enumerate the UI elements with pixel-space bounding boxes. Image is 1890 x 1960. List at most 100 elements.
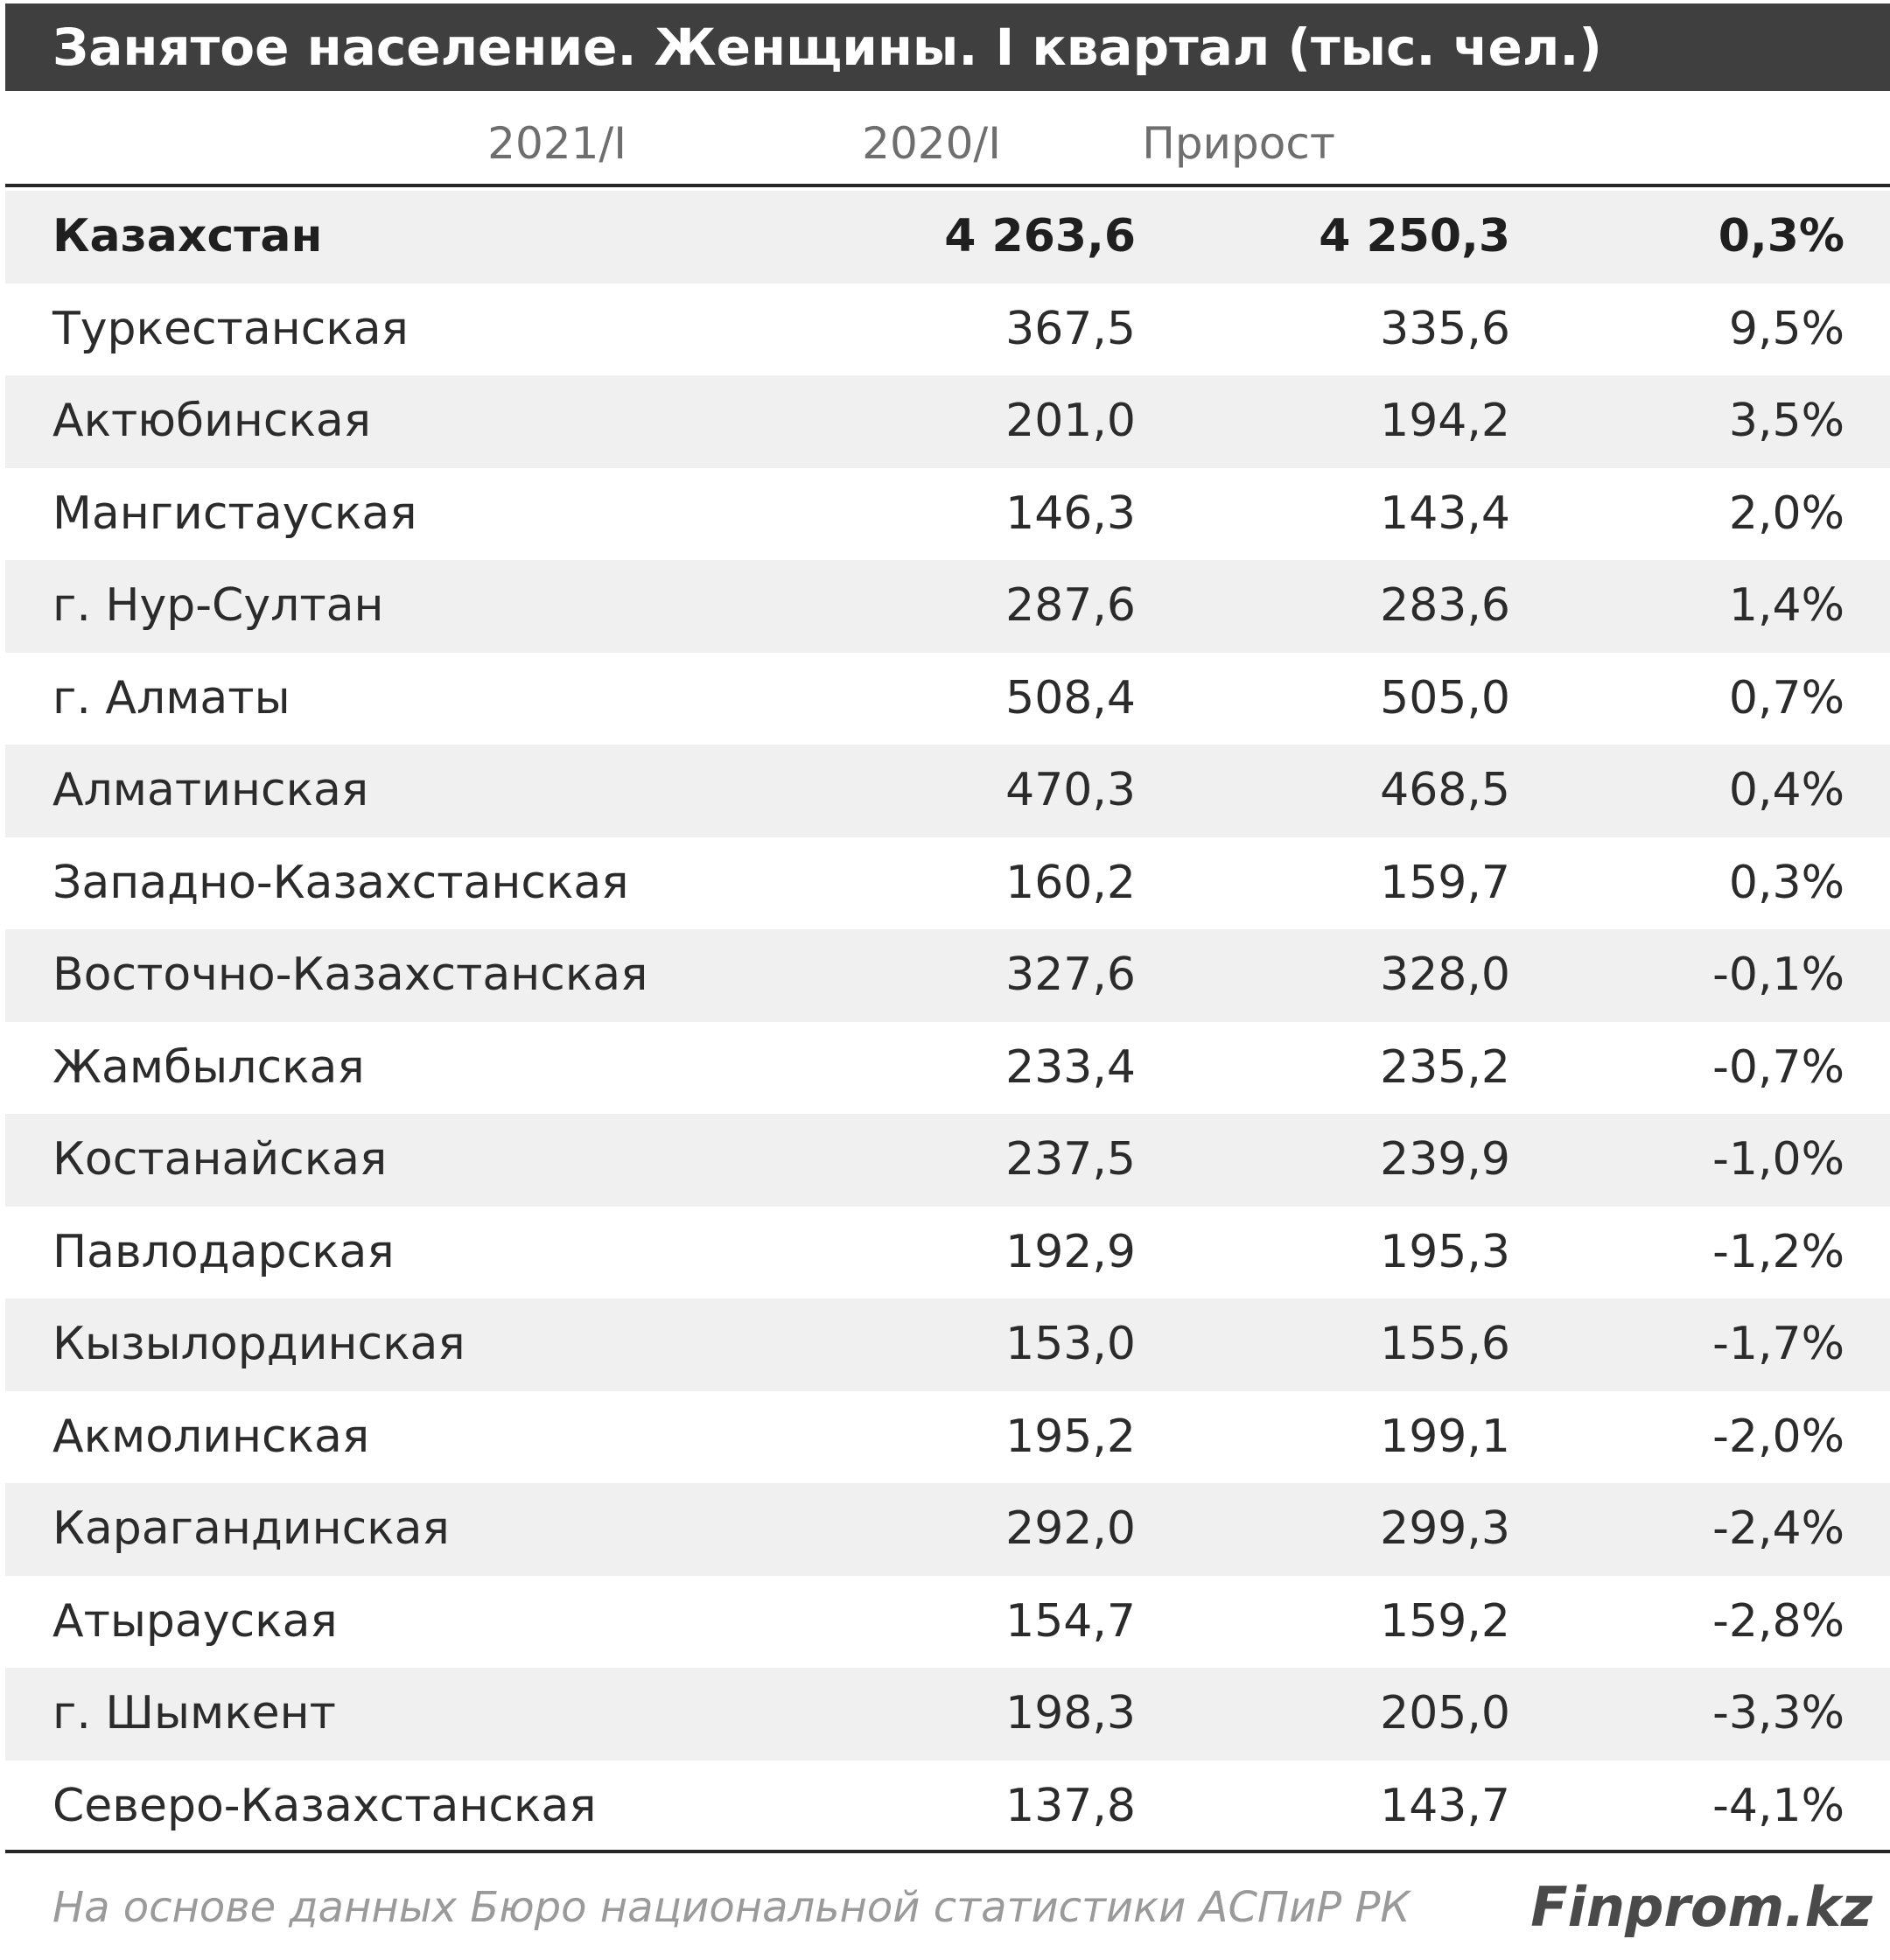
table-row: Актюбинская 201,0 194,2 3,5%	[5, 375, 1890, 468]
value-2020-cell: 143,7	[1380, 1779, 1510, 1832]
growth-cell: -2,4%	[1712, 1502, 1844, 1555]
region-name-cell: Карагандинская	[52, 1502, 450, 1555]
value-2020-cell: 335,6	[1380, 302, 1510, 355]
table-row: Туркестанская 367,5 335,6 9,5%	[5, 284, 1890, 376]
table-row: Алматинская 470,3 468,5 0,4%	[5, 745, 1890, 837]
table-row: Кызылординская 153,0 155,6 -1,7%	[5, 1298, 1890, 1391]
growth-cell: 1,4%	[1728, 579, 1844, 632]
footer-divider	[5, 1850, 1890, 1853]
table-row: Западно-Казахстанская 160,2 159,7 0,3%	[5, 837, 1890, 930]
column-header-2021: 2021/I	[487, 118, 626, 169]
table-row: Жамбылская 233,4 235,2 -0,7%	[5, 1022, 1890, 1115]
region-name-cell: Казахстан	[52, 210, 323, 262]
value-2021-cell: 233,4	[1005, 1040, 1136, 1094]
table-row: г. Алматы 508,4 505,0 0,7%	[5, 653, 1890, 746]
value-2020-cell: 143,4	[1380, 486, 1510, 540]
region-name-cell: Атырауская	[52, 1594, 338, 1648]
region-name-cell: Восточно-Казахстанская	[52, 948, 648, 1001]
value-2021-cell: 327,6	[1005, 948, 1136, 1001]
table-row: Восточно-Казахстанская 327,6 328,0 -0,1%	[5, 929, 1890, 1022]
value-2021-cell: 201,0	[1005, 395, 1136, 447]
value-2020-cell: 283,6	[1380, 579, 1510, 632]
region-name-cell: Павлодарская	[52, 1225, 395, 1278]
value-2021-cell: 153,0	[1005, 1318, 1136, 1370]
table-row: г. Нур-Султан 287,6 283,6 1,4%	[5, 560, 1890, 653]
value-2020-cell: 194,2	[1380, 395, 1510, 447]
growth-cell: -3,3%	[1712, 1687, 1844, 1740]
value-2020-cell: 159,7	[1380, 856, 1510, 909]
growth-cell: 9,5%	[1728, 302, 1844, 355]
growth-cell: 3,5%	[1728, 395, 1844, 447]
column-header-2020: 2020/I	[862, 118, 1001, 169]
source-note: На основе данных Бюро национальной стати…	[52, 1883, 1410, 1932]
value-2021-cell: 287,6	[1005, 579, 1136, 632]
table-row: Атырауская 154,7 159,2 -2,8%	[5, 1576, 1890, 1669]
value-2021-cell: 237,5	[1005, 1133, 1136, 1186]
value-2021-cell: 367,5	[1005, 302, 1136, 355]
growth-cell: -0,7%	[1712, 1040, 1844, 1094]
brand-logo: Finprom.kz	[1530, 1875, 1872, 1939]
value-2021-cell: 292,0	[1005, 1502, 1136, 1555]
growth-cell: -2,8%	[1712, 1594, 1844, 1648]
table-row: Костанайская 237,5 239,9 -1,0%	[5, 1114, 1890, 1207]
value-2021-cell: 508,4	[1005, 671, 1136, 724]
table-frame: Занятое население. Женщины. I квартал (т…	[5, 4, 1890, 1960]
table-row-total: Казахстан 4 263,6 4 250,3 0,3%	[5, 191, 1890, 284]
region-name-cell: Западно-Казахстанская	[52, 856, 629, 909]
value-2020-cell: 155,6	[1380, 1318, 1510, 1370]
table-row: Северо-Казахстанская 137,8 143,7 -4,1%	[5, 1760, 1890, 1853]
region-name-cell: Туркестанская	[52, 302, 409, 355]
region-name-cell: Акмолинская	[52, 1410, 370, 1463]
table-row: Мангистауская 146,3 143,4 2,0%	[5, 468, 1890, 561]
growth-cell: -1,7%	[1712, 1318, 1844, 1370]
value-2021-cell: 198,3	[1005, 1687, 1136, 1740]
value-2021-cell: 160,2	[1005, 856, 1136, 909]
growth-cell: -0,1%	[1712, 948, 1844, 1001]
region-name-cell: Актюбинская	[52, 395, 372, 447]
value-2020-cell: 195,3	[1380, 1225, 1510, 1278]
value-2020-cell: 4 250,3	[1319, 210, 1510, 262]
region-name-cell: Северо-Казахстанская	[52, 1779, 597, 1832]
value-2020-cell: 505,0	[1380, 671, 1510, 724]
region-name-cell: г. Алматы	[52, 671, 290, 724]
value-2021-cell: 195,2	[1005, 1410, 1136, 1463]
value-2021-cell: 146,3	[1005, 486, 1136, 540]
table-row: Карагандинская 292,0 299,3 -2,4%	[5, 1483, 1890, 1576]
growth-cell: 0,4%	[1728, 764, 1844, 816]
region-name-cell: Кызылординская	[52, 1318, 466, 1370]
region-name-cell: Жамбылская	[52, 1040, 365, 1094]
region-name-cell: г. Нур-Султан	[52, 579, 384, 632]
growth-cell: 2,0%	[1728, 486, 1844, 540]
growth-cell: 0,7%	[1728, 671, 1844, 724]
column-header-growth: Прирост	[1142, 118, 1335, 169]
value-2020-cell: 199,1	[1380, 1410, 1510, 1463]
value-2021-cell: 192,9	[1005, 1225, 1136, 1278]
growth-cell: -1,0%	[1712, 1133, 1844, 1186]
growth-cell: 0,3%	[1728, 856, 1844, 909]
table-body: Казахстан 4 263,6 4 250,3 0,3% Туркестанская…	[5, 191, 1890, 1852]
table-row: г. Шымкент 198,3 205,0 -3,3%	[5, 1668, 1890, 1760]
value-2020-cell: 239,9	[1380, 1133, 1510, 1186]
growth-cell: -1,2%	[1712, 1225, 1844, 1278]
table-row: Павлодарская 192,9 195,3 -1,2%	[5, 1207, 1890, 1299]
value-2020-cell: 159,2	[1380, 1594, 1510, 1648]
region-name-cell: Алматинская	[52, 764, 369, 816]
column-header-row: 2021/I 2020/I Прирост	[5, 91, 1890, 187]
table-row: Акмолинская 195,2 199,1 -2,0%	[5, 1391, 1890, 1484]
region-name-cell: Мангистауская	[52, 486, 417, 540]
value-2020-cell: 235,2	[1380, 1040, 1510, 1094]
value-2021-cell: 470,3	[1005, 764, 1136, 816]
value-2020-cell: 328,0	[1380, 948, 1510, 1001]
value-2021-cell: 154,7	[1005, 1594, 1136, 1648]
value-2021-cell: 137,8	[1005, 1779, 1136, 1832]
region-name-cell: г. Шымкент	[52, 1687, 336, 1740]
value-2020-cell: 299,3	[1380, 1502, 1510, 1555]
growth-cell: 0,3%	[1718, 210, 1844, 262]
growth-cell: -2,0%	[1712, 1410, 1844, 1463]
region-name-cell: Костанайская	[52, 1133, 388, 1186]
value-2021-cell: 4 263,6	[944, 210, 1136, 262]
table-title: Занятое население. Женщины. I квартал (т…	[5, 4, 1890, 91]
growth-cell: -4,1%	[1712, 1779, 1844, 1832]
value-2020-cell: 468,5	[1380, 764, 1510, 816]
value-2020-cell: 205,0	[1380, 1687, 1510, 1740]
